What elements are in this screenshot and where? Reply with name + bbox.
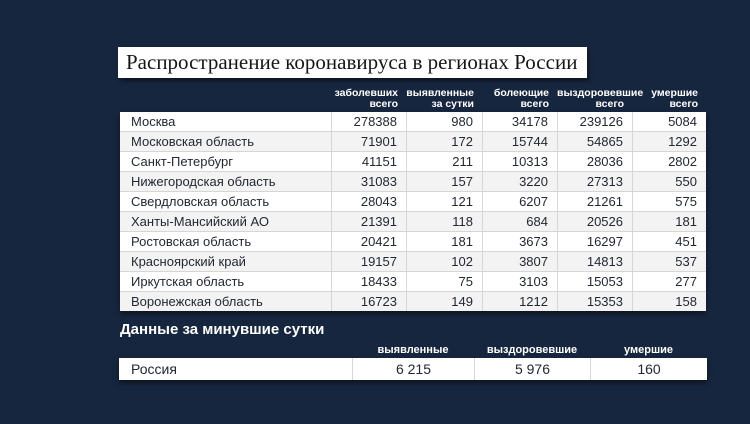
recovered-total-value: 16297 — [557, 232, 632, 251]
sick-total-value: 34178 — [482, 112, 557, 131]
infected-total-value: 16723 — [331, 292, 406, 311]
daily-detected-value: 6 215 — [352, 358, 474, 380]
daily-section-heading: Данные за минувшие сутки — [120, 321, 325, 338]
region-name: Москва — [131, 114, 176, 129]
daily-column-header-detected: выявленные — [377, 344, 449, 356]
region-name: Иркутская область — [131, 274, 245, 289]
table-row: Красноярский край 19157 102 3807 14813 5… — [120, 251, 706, 271]
infected-total-value: 278388 — [331, 112, 406, 131]
detected-daily-value: 181 — [406, 232, 482, 251]
region-name: Красноярский край — [131, 254, 246, 269]
detected-daily-value: 211 — [406, 152, 482, 171]
detected-daily-value: 75 — [406, 272, 482, 291]
daily-column-header-recovered: выздоровевшие — [486, 344, 578, 356]
recovered-total-value: 15353 — [557, 292, 632, 311]
sick-total-value: 3807 — [482, 252, 557, 271]
infected-total-value: 18433 — [331, 272, 406, 291]
daily-table-header: выявленные выздоровевшие умершие — [119, 344, 707, 356]
deaths-total-value: 5084 — [632, 112, 706, 131]
sick-total-value: 15744 — [482, 132, 557, 151]
deaths-total-value: 158 — [632, 292, 706, 311]
region-name: Московская область — [131, 134, 255, 149]
table-row: Воронежская область 16723 149 1212 15353… — [120, 291, 706, 311]
detected-daily-value: 149 — [406, 292, 482, 311]
table-row: Ханты-Мансийский АО 21391 118 684 20526 … — [120, 211, 706, 231]
deaths-total-value: 1292 — [632, 132, 706, 151]
daily-column-header-deaths: умершие — [624, 344, 673, 356]
infected-total-value: 21391 — [331, 212, 406, 231]
column-header-deaths-total: умершие всего — [651, 87, 698, 110]
detected-daily-value: 157 — [406, 172, 482, 191]
region-name: Нижегородская область — [131, 174, 276, 189]
deaths-total-value: 550 — [632, 172, 706, 191]
recovered-total-value: 239126 — [557, 112, 632, 131]
column-header-infected-total: заболевших всего — [334, 87, 398, 110]
table-row: Москва 278388 980 34178 239126 5084 — [120, 112, 706, 131]
daily-column-header-country-spacer — [119, 344, 352, 356]
sick-total-value: 1212 — [482, 292, 557, 311]
region-name: Ханты-Мансийский АО — [131, 214, 269, 229]
recovered-total-value: 15053 — [557, 272, 632, 291]
recovered-total-value: 54865 — [557, 132, 632, 151]
table-row: Нижегородская область 31083 157 3220 273… — [120, 171, 706, 191]
recovered-total-value: 20526 — [557, 212, 632, 231]
detected-daily-value: 102 — [406, 252, 482, 271]
table-row: Ростовская область 20421 181 3673 16297 … — [120, 231, 706, 251]
recovered-total-value: 14813 — [557, 252, 632, 271]
deaths-total-value: 537 — [632, 252, 706, 271]
recovered-total-value: 28036 — [557, 152, 632, 171]
deaths-total-value: 277 — [632, 272, 706, 291]
daily-table-row: Россия 6 215 5 976 160 — [119, 358, 707, 380]
infected-total-value: 20421 — [331, 232, 406, 251]
country-name: Россия — [131, 361, 177, 377]
detected-daily-value: 121 — [406, 192, 482, 211]
sick-total-value: 3220 — [482, 172, 557, 191]
column-header-detected-daily: выявленные за сутки — [406, 87, 474, 110]
daily-deaths-value: 160 — [590, 358, 707, 380]
table-row: Иркутская область 18433 75 3103 15053 27… — [120, 271, 706, 291]
detected-daily-value: 118 — [406, 212, 482, 231]
sick-total-value: 6207 — [482, 192, 557, 211]
region-name: Воронежская область — [131, 294, 263, 309]
region-name: Санкт-Петербург — [131, 154, 233, 169]
region-name: Свердловская область — [131, 194, 270, 209]
detected-daily-value: 980 — [406, 112, 482, 131]
infected-total-value: 41151 — [331, 152, 406, 171]
infected-total-value: 19157 — [331, 252, 406, 271]
daily-recovered-value: 5 976 — [474, 358, 590, 380]
detected-daily-value: 172 — [406, 132, 482, 151]
recovered-total-value: 21261 — [557, 192, 632, 211]
sick-total-value: 3673 — [482, 232, 557, 251]
deaths-total-value: 181 — [632, 212, 706, 231]
sick-total-value: 10313 — [482, 152, 557, 171]
infected-total-value: 71901 — [331, 132, 406, 151]
recovered-total-value: 27313 — [557, 172, 632, 191]
region-name: Ростовская область — [131, 234, 252, 249]
table-row: Свердловская область 28043 121 6207 2126… — [120, 191, 706, 211]
infected-total-value: 31083 — [331, 172, 406, 191]
deaths-total-value: 575 — [632, 192, 706, 211]
column-header-sick-total: болеющие всего — [493, 87, 549, 110]
table-row: Московская область 71901 172 15744 54865… — [120, 131, 706, 151]
regions-table: Москва 278388 980 34178 239126 5084 Моск… — [120, 112, 706, 311]
deaths-total-value: 2802 — [632, 152, 706, 171]
deaths-total-value: 451 — [632, 232, 706, 251]
column-header-recovered-total: выздоровевшие всего — [557, 87, 644, 110]
sick-total-value: 3103 — [482, 272, 557, 291]
table-row: Санкт-Петербург 41151 211 10313 28036 28… — [120, 151, 706, 171]
sick-total-value: 684 — [482, 212, 557, 231]
page-title: Распространение коронавируса в регионах … — [118, 47, 588, 78]
main-table-header: заболевших всего выявленные за сутки бол… — [120, 82, 706, 110]
infected-total-value: 28043 — [331, 192, 406, 211]
